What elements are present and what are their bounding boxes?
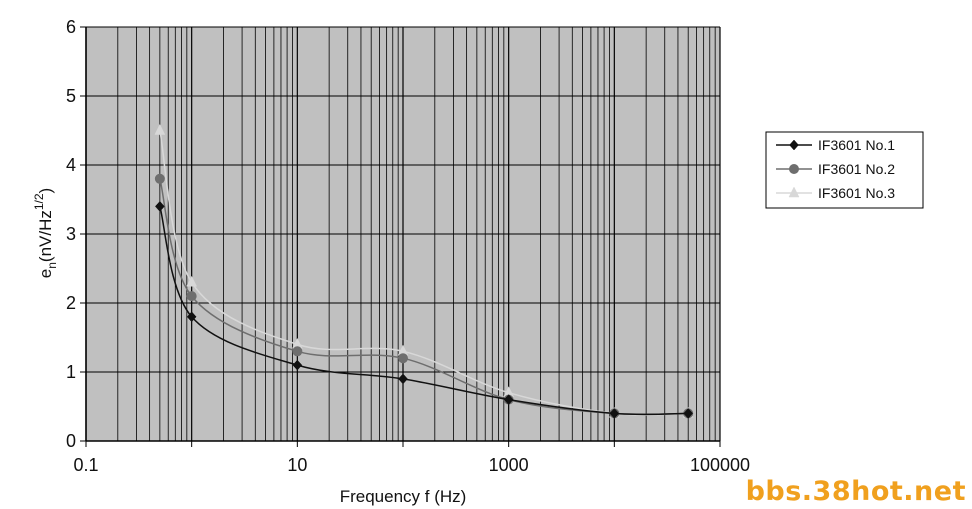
y-tick-label: 5: [66, 86, 76, 106]
data-point: [186, 291, 197, 302]
y-tick-label: 1: [66, 362, 76, 382]
data-point: [155, 201, 165, 212]
y-axis-title-end: ): [36, 188, 55, 194]
legend-label: IF3601 No.3: [818, 185, 895, 201]
y-tick-label: 4: [66, 155, 76, 175]
x-tick-label: 1000: [489, 455, 529, 475]
data-point: [609, 408, 620, 419]
data-point: [186, 275, 198, 287]
y-axis-title-sub: n: [45, 262, 59, 269]
series-diamond: [155, 201, 694, 419]
legend-marker: [788, 186, 800, 198]
legend-marker: [789, 164, 799, 174]
y-axis-title-mid: (nV/Hz: [36, 210, 55, 262]
y-axis-title: en(nV/Hz1/2): [32, 188, 59, 278]
data-point: [292, 359, 303, 371]
data-point: [398, 373, 408, 385]
series-group: [154, 123, 694, 419]
x-tick-label: 10: [287, 455, 307, 475]
legend-label: IF3601 No.2: [818, 161, 895, 177]
legend-marker: [789, 139, 799, 151]
data-point: [186, 311, 197, 323]
data-point: [398, 353, 408, 364]
y-tick-label: 2: [66, 293, 76, 313]
data-point: [503, 394, 514, 405]
axes: [80, 26, 721, 447]
tick-labels: 0 1 2 3 4 5 6 0.1 10 1000 100000: [66, 17, 750, 475]
y-axis-title-base: e: [36, 269, 55, 278]
legend: IF3601 No.1 IF3601 No.2 IF3601 No.3: [765, 131, 924, 209]
x-axis-title: Frequency f (Hz): [340, 487, 467, 506]
legend-label: IF3601 No.1: [818, 137, 895, 153]
y-tick-label: 3: [66, 224, 76, 244]
x-tick-label: 0.1: [73, 455, 98, 475]
data-point: [292, 346, 303, 357]
y-tick-label: 6: [66, 17, 76, 37]
data-point: [683, 408, 694, 419]
watermark-text: bbs.38hot.net: [745, 476, 966, 507]
data-point: [154, 123, 166, 135]
y-tick-label: 0: [66, 431, 76, 451]
x-tick-label: 100000: [690, 455, 750, 475]
data-point: [154, 173, 165, 184]
y-axis-title-sup: 1/2: [32, 193, 46, 210]
